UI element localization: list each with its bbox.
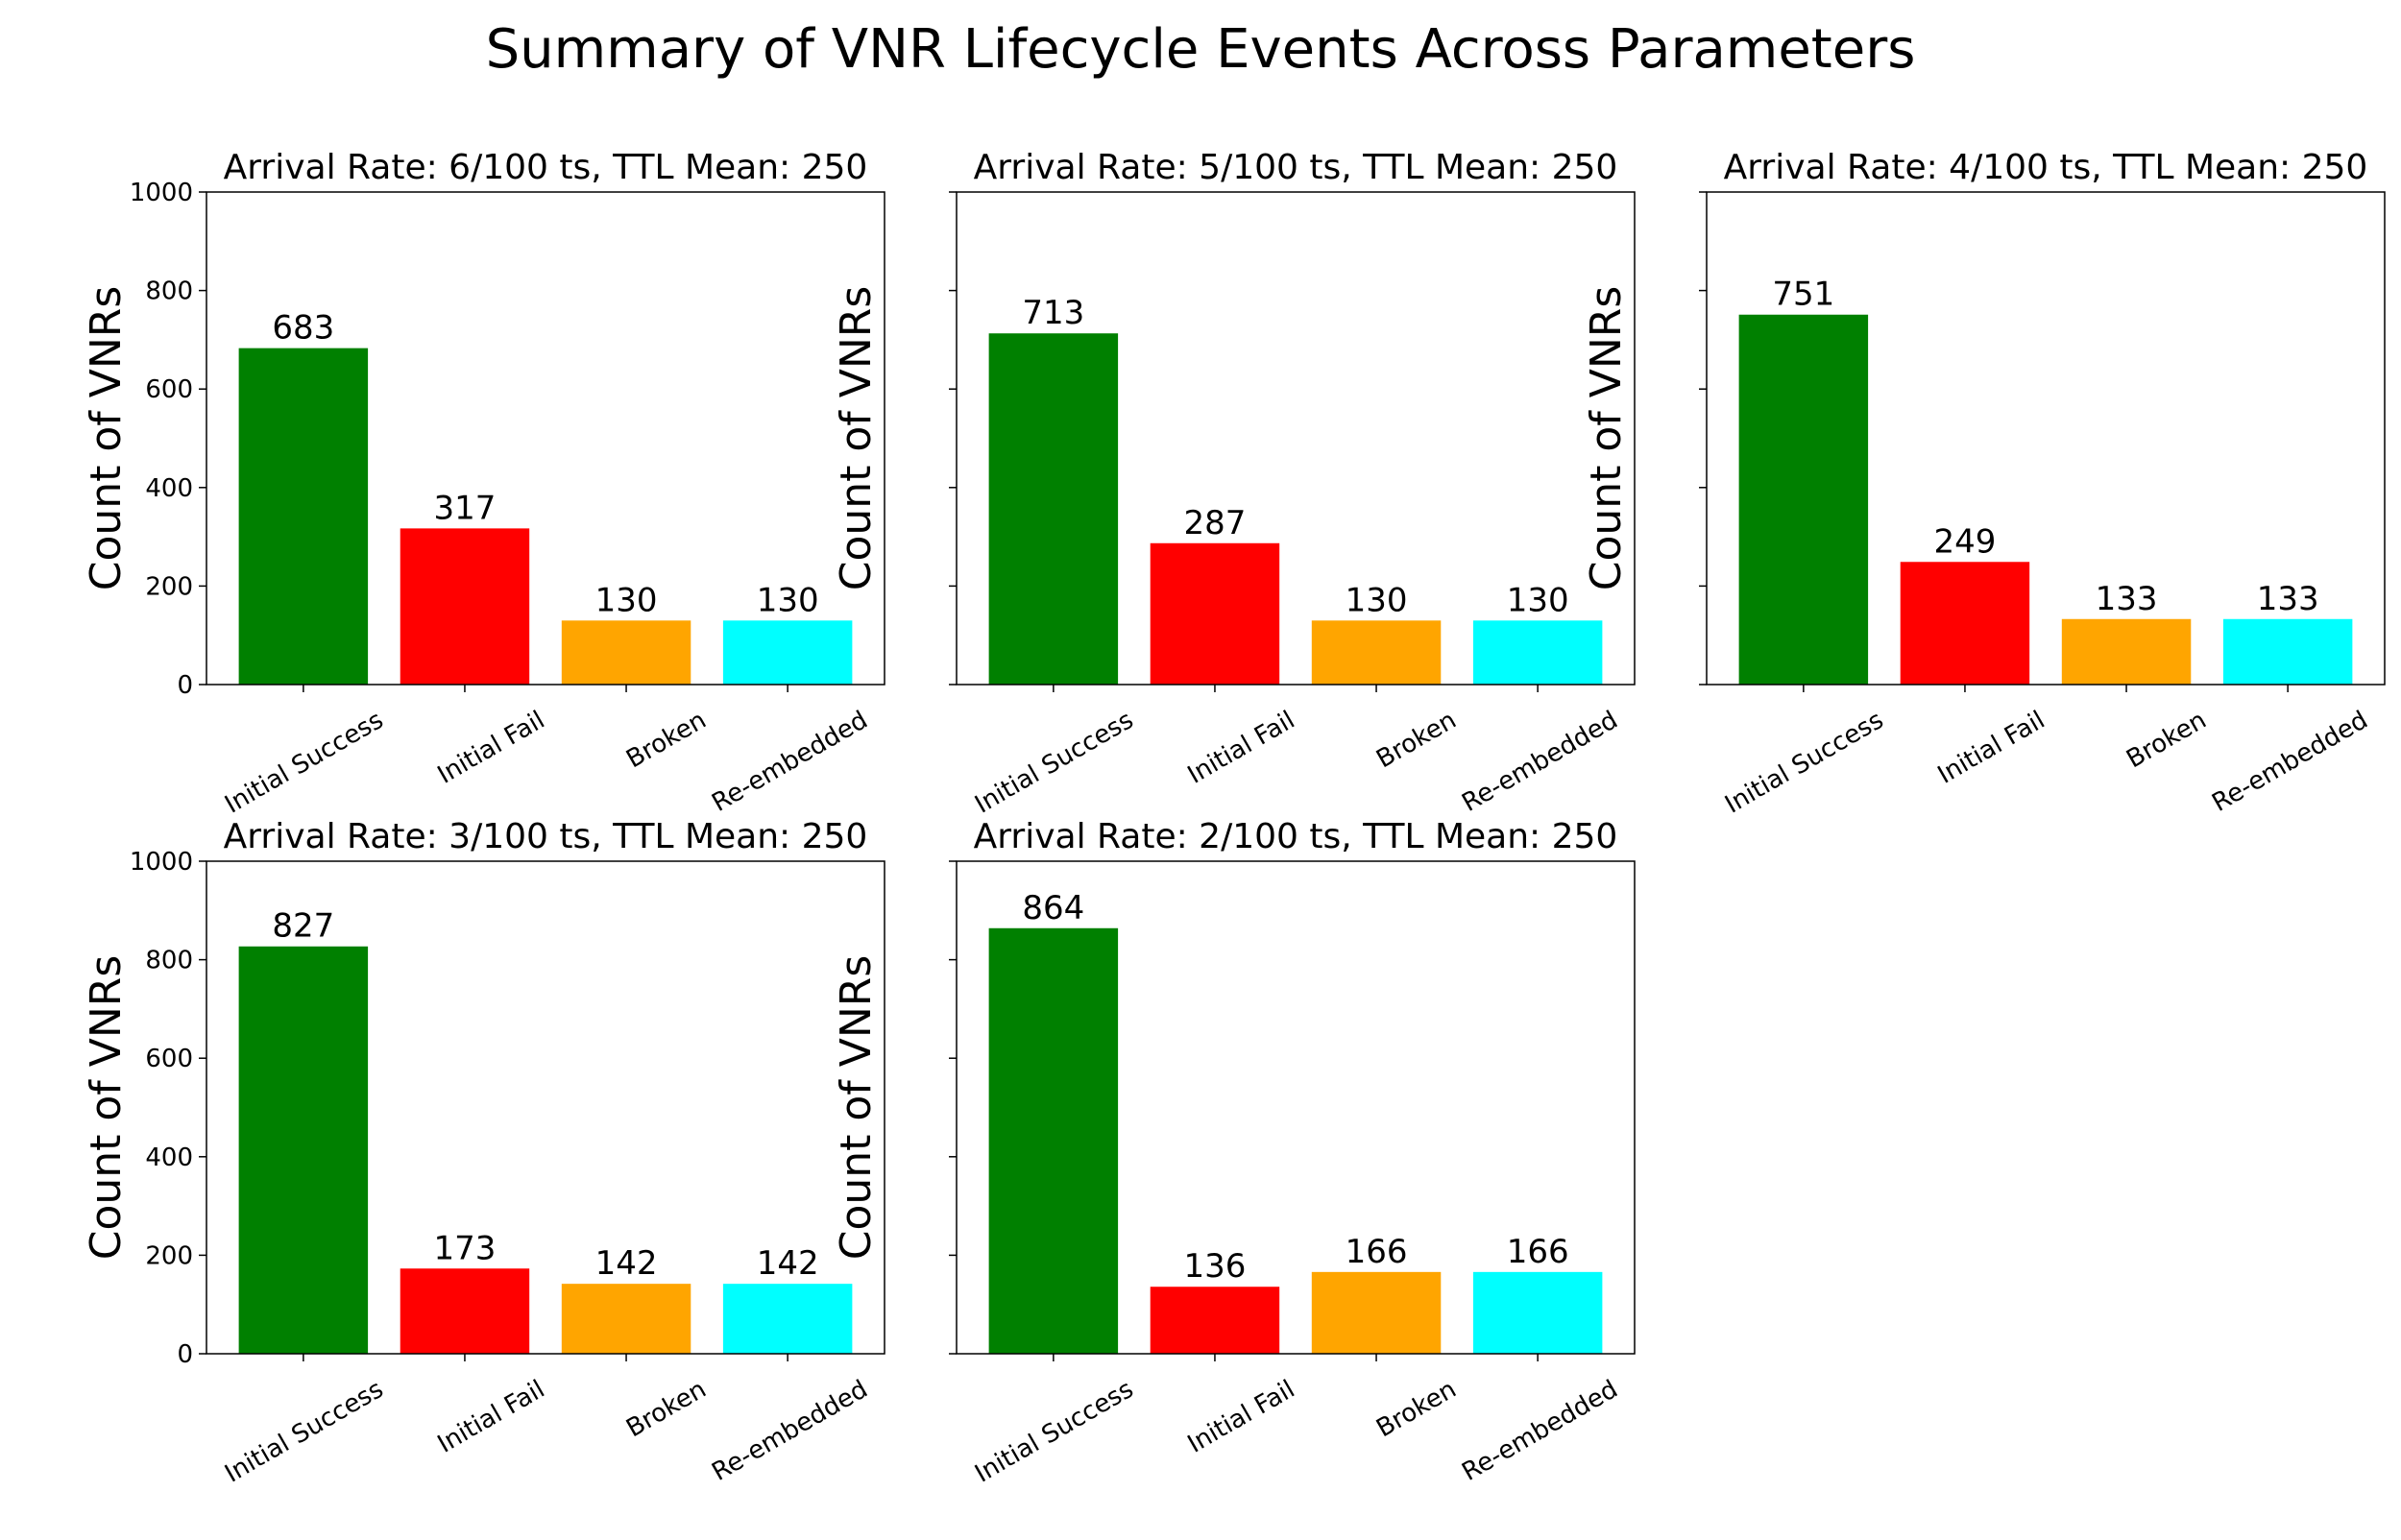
y-tick-label: 400 [145,1143,193,1172]
subplot-title: Arrival Rate: 2/100 ts, TTL Mean: 250 [974,817,1618,856]
axes-frame [206,191,885,686]
x-tick-label: Broken [1371,706,1461,774]
data-label: 317 [433,489,496,527]
figure-title: Summary of VNR Lifecycle Events Across P… [486,18,1916,81]
data-label: 166 [1507,1233,1569,1271]
y-tick-label: 600 [145,375,193,404]
y-axis-label: Count of VNRs [82,286,131,591]
chart-panel-5: 864 136 166 166 Initial Success Initial Fail B… [832,817,1636,1488]
y-tick-label: 200 [145,1241,193,1270]
bar-initial-success [1738,314,1869,685]
x-tick-label: Re-embedded [707,706,872,818]
y-axis-label: Count of VNRs [832,955,881,1261]
x-tick-label: Broken [621,706,711,774]
data-label: 130 [595,581,658,619]
y-tick-label: 400 [145,474,193,503]
bar-broken [561,620,691,685]
x-tick-label: Initial Fail [1183,706,1300,790]
x-tick-label: Initial Fail [1183,1375,1300,1459]
data-label: 713 [1022,294,1084,332]
data-label: 142 [757,1244,819,1283]
y-tick-label: 1000 [130,848,193,877]
x-tick-label: Initial Success [970,706,1138,819]
bar-broken [2061,618,2192,685]
bar-initial-success [988,927,1119,1354]
subplot-title: Arrival Rate: 5/100 ts, TTL Mean: 250 [974,148,1618,187]
bar-re-embedded [722,1284,853,1354]
x-tick-label: Initial Success [970,1375,1138,1488]
bar-initial-fail [1150,542,1280,685]
bar-initial-fail [1900,562,2030,685]
bar-initial-fail [400,528,530,685]
bar-initial-fail [400,1268,530,1354]
x-tick-label: Initial Fail [433,1375,550,1459]
data-label: 130 [1507,581,1569,619]
chart-panel-4: 827 173 142 142 0 200 400 600 800 1000 Initial Suc… [82,817,885,1488]
y-tick-label: 800 [145,277,193,306]
data-label: 173 [433,1229,496,1267]
data-label: 249 [1933,522,1996,561]
x-tick-label: Initial Success [220,706,388,819]
y-tick-label: 800 [145,947,193,975]
bar-broken [1311,1271,1442,1354]
data-label: 133 [2257,580,2319,618]
bar-re-embedded [722,620,853,685]
bar-initial-success [238,946,369,1354]
data-label: 136 [1183,1247,1246,1286]
bar-broken [561,1284,691,1354]
subplot-title: Arrival Rate: 6/100 ts, TTL Mean: 250 [224,148,868,187]
x-tick-label: Initial Fail [1933,706,2050,790]
y-tick-label: 600 [145,1045,193,1073]
bar-initial-fail [1150,1287,1280,1354]
data-label: 683 [272,309,334,348]
bar-re-embedded [2222,618,2353,685]
bar-initial-success [988,333,1119,685]
data-label: 142 [595,1244,658,1283]
axes-frame [956,860,1636,1355]
y-tick-label: 0 [177,671,193,700]
data-label: 827 [272,907,334,946]
chart-panel-2: 713 287 130 130 Initial Success Initial Fail B… [832,148,1636,819]
x-tick-label: Broken [2122,706,2211,774]
y-tick-label: 0 [177,1340,193,1369]
y-axis-label: Count of VNRs [82,955,131,1261]
x-tick-label: Initial Success [1720,706,1888,819]
data-label: 287 [1183,504,1246,542]
data-label: 864 [1022,889,1084,927]
chart-panel-3: 751 249 133 133 Initial Success Initial Fail B… [1582,148,2386,819]
y-tick-label: 1000 [130,179,193,207]
x-tick-label: Broken [1371,1375,1461,1443]
data-label: 133 [2096,580,2158,618]
axes-frame [1706,191,2386,686]
subplot-title: Arrival Rate: 4/100 ts, TTL Mean: 250 [1724,148,2368,187]
y-axis-label: Count of VNRs [1582,286,1631,591]
chart-panel-1: 683 317 130 130 0 200 400 600 800 1000 Initial Suc… [82,148,885,819]
subplot-title: Arrival Rate: 3/100 ts, TTL Mean: 250 [224,817,868,856]
data-label: 130 [757,581,819,619]
data-label: 130 [1346,581,1408,619]
bar-re-embedded [1472,1271,1603,1354]
y-tick-label: 200 [145,572,193,601]
data-label: 751 [1772,276,1834,314]
x-tick-label: Initial Success [220,1375,388,1488]
bar-initial-success [238,348,369,685]
bar-re-embedded [1472,620,1603,685]
x-tick-label: Re-embedded [707,1375,872,1487]
x-tick-label: Re-embedded [1457,706,1622,818]
y-axis-label: Count of VNRs [832,286,881,591]
x-tick-label: Re-embedded [2207,706,2372,818]
axes-frame [956,191,1636,686]
bar-broken [1311,620,1442,685]
axes-frame [206,860,885,1355]
x-tick-label: Initial Fail [433,706,550,790]
data-label: 166 [1346,1233,1408,1271]
x-tick-label: Re-embedded [1457,1375,1622,1487]
x-tick-label: Broken [621,1375,711,1443]
